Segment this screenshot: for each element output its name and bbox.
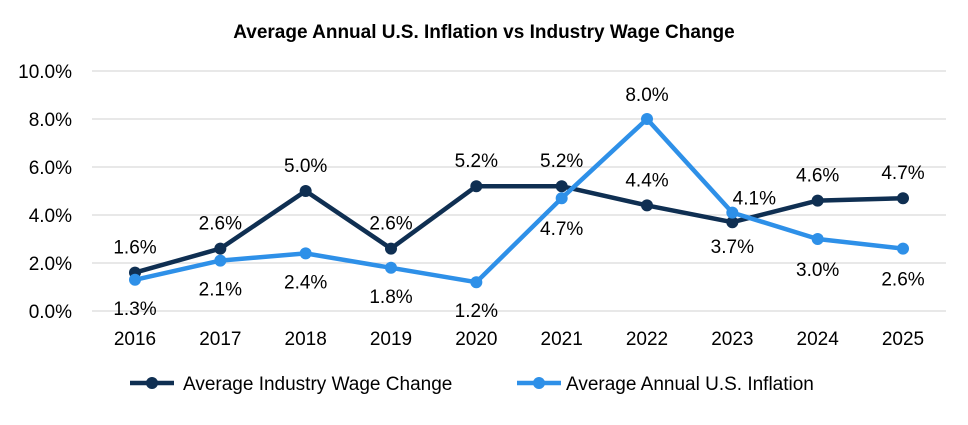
data-point [470, 180, 483, 193]
data-point [641, 113, 653, 125]
y-tick-label: 8.0% [29, 110, 72, 131]
data-label: 2.6% [881, 270, 924, 291]
x-tick-label: 2024 [797, 329, 840, 350]
x-tick-label: 2022 [626, 329, 668, 350]
x-tick-label: 2021 [541, 329, 583, 350]
data-label: 4.1% [733, 189, 776, 210]
data-label: 5.2% [540, 151, 583, 172]
data-label: 5.2% [455, 151, 498, 172]
data-point [470, 276, 483, 289]
chart-title: Average Annual U.S. Inflation vs Industr… [233, 22, 734, 43]
data-label: 2.6% [369, 214, 412, 235]
data-label: 1.2% [455, 301, 498, 322]
data-point [555, 192, 568, 205]
data-label: 3.7% [711, 237, 754, 258]
data-label: 2.4% [284, 272, 327, 293]
x-tick-label: 2016 [114, 329, 156, 350]
legend-label: Average Annual U.S. Inflation [566, 374, 814, 395]
data-point [214, 254, 227, 267]
data-label: 1.8% [369, 287, 412, 308]
y-tick-label: 6.0% [29, 158, 72, 179]
y-tick-label: 4.0% [29, 206, 72, 227]
data-label: 4.7% [881, 163, 924, 184]
x-tick-label: 2017 [199, 329, 241, 350]
x-tick-label: 2023 [711, 329, 753, 350]
y-tick-label: 10.0% [18, 62, 72, 83]
data-label: 4.6% [796, 166, 839, 187]
data-point [897, 192, 909, 205]
x-tick-label: 2019 [370, 329, 412, 350]
x-tick-label: 2020 [455, 329, 497, 350]
data-point [897, 242, 909, 255]
x-tick-label: 2025 [882, 329, 924, 350]
series-line-1 [134, 116, 904, 285]
legend-marker [146, 377, 158, 389]
data-point [214, 242, 227, 255]
data-label: 3.0% [796, 260, 839, 281]
data-label: 4.4% [625, 170, 668, 191]
data-label: 4.7% [540, 219, 583, 240]
data-point [811, 233, 824, 245]
data-point [641, 199, 653, 212]
data-point [811, 194, 824, 207]
data-point [299, 247, 312, 260]
x-tick-label: 2018 [285, 329, 327, 350]
data-point [385, 261, 397, 274]
data-label: 2.1% [199, 280, 242, 301]
data-label: 1.6% [113, 238, 156, 259]
data-point [129, 273, 141, 286]
series-line-0 [134, 183, 904, 275]
data-label: 1.3% [113, 299, 156, 320]
data-point [726, 206, 739, 219]
y-tick-label: 2.0% [29, 254, 72, 275]
data-label: 2.6% [199, 214, 242, 235]
data-point [726, 216, 739, 229]
legend-label: Average Industry Wage Change [183, 374, 452, 395]
data-point [555, 180, 568, 193]
data-label: 8.0% [625, 85, 668, 106]
data-label: 5.0% [284, 156, 327, 177]
data-point [299, 185, 312, 197]
legend-marker [533, 377, 545, 389]
y-tick-label: 0.0% [29, 302, 72, 323]
data-point [385, 242, 397, 255]
